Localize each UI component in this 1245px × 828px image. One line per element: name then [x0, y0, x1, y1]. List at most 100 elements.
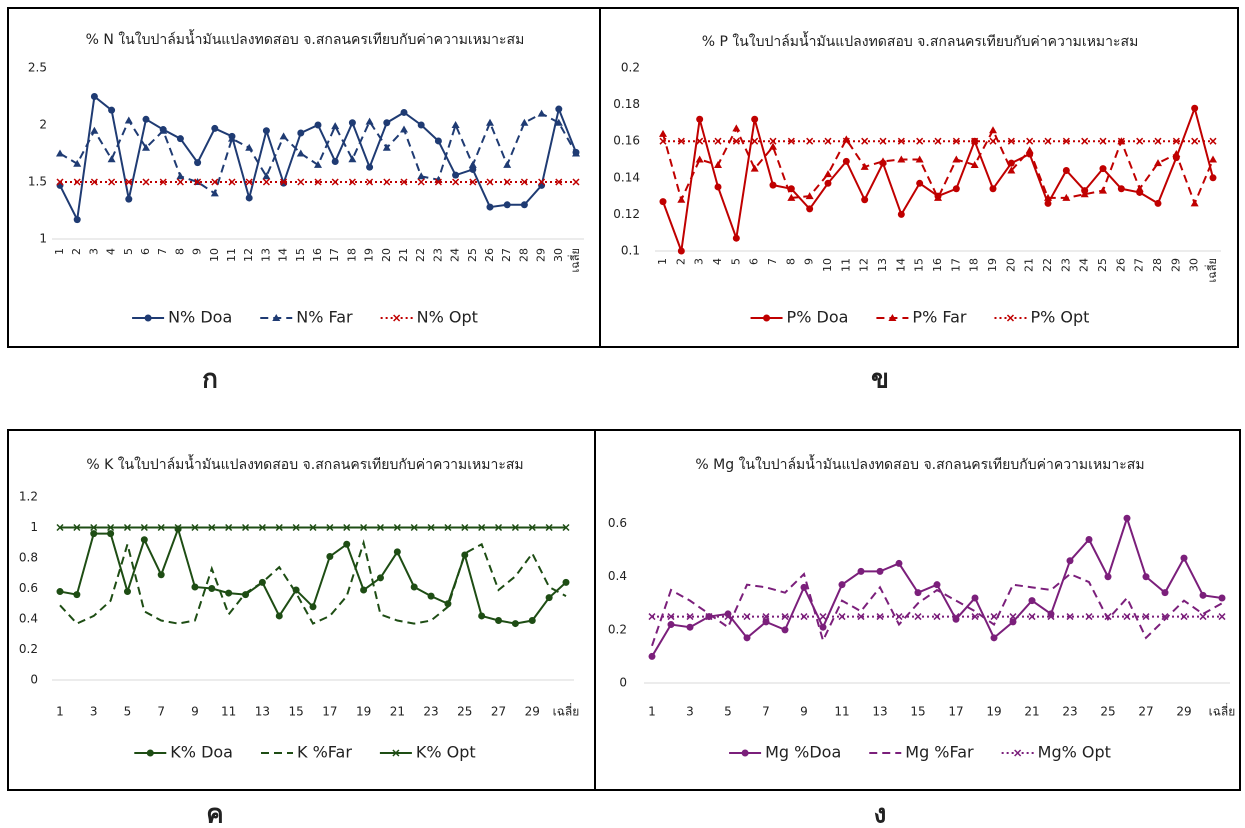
x-tick-label: 7	[156, 248, 169, 255]
chart-title: % P ในใบปาล์มน้ำมันแปลงทดสอบ จ.สกลนครเที…	[702, 31, 1139, 50]
point-marker	[326, 523, 334, 532]
point-marker	[262, 178, 270, 186]
point-marker	[123, 588, 131, 596]
point-marker	[806, 137, 814, 145]
point-marker	[210, 189, 219, 197]
point-marker	[1085, 536, 1093, 544]
panel-frame	[594, 429, 1241, 791]
point-marker	[876, 613, 884, 621]
x-tick-label: 11	[225, 248, 238, 262]
point-marker	[695, 155, 704, 163]
x-tick-label: 7	[762, 705, 770, 719]
point-marker	[724, 613, 732, 621]
legend-label: Mg% Opt	[1038, 743, 1111, 762]
point-marker	[545, 594, 553, 602]
x-tick-label: 15	[910, 705, 925, 719]
point-marker	[348, 155, 357, 163]
point-marker	[555, 178, 563, 186]
point-marker	[1191, 137, 1199, 145]
point-marker	[971, 594, 979, 602]
point-marker	[1209, 174, 1217, 182]
point-marker	[914, 589, 922, 597]
point-marker	[800, 583, 808, 591]
point-marker	[989, 137, 997, 145]
point-marker	[1028, 613, 1036, 621]
x-tick-label: 17	[328, 248, 341, 262]
series-line	[662, 126, 1214, 207]
point-marker	[176, 172, 185, 180]
x-tick-label: 30	[552, 248, 565, 262]
point-marker	[228, 134, 236, 142]
x-tick-label: 26	[483, 248, 496, 262]
y-tick-label: 0.2	[608, 622, 627, 636]
y-tick-label: 0.2	[19, 642, 38, 656]
point-marker	[732, 234, 740, 242]
point-marker	[970, 160, 979, 168]
point-marker	[280, 179, 288, 187]
x-tick-label: 9	[191, 248, 204, 255]
point-marker	[528, 523, 536, 532]
legend-label: K %Far	[297, 743, 352, 762]
point-marker	[242, 523, 250, 532]
panel-label: ง	[874, 800, 887, 828]
point-marker	[705, 613, 713, 621]
point-marker	[1026, 137, 1034, 145]
point-marker	[824, 137, 832, 145]
point-marker	[90, 530, 98, 538]
panel-frame	[7, 7, 601, 348]
point-marker	[842, 157, 850, 165]
x-tick-label: 8	[173, 248, 186, 255]
series-line	[59, 94, 577, 223]
point-marker	[486, 118, 494, 126]
point-marker	[562, 523, 570, 532]
point-marker	[787, 137, 795, 145]
point-marker	[1161, 613, 1169, 621]
point-marker	[410, 523, 418, 532]
point-marker	[452, 171, 460, 179]
chart-title: % Mg ในใบปาล์มน้ำมันแปลงทดสอบ จ.สกลนครเท…	[695, 454, 1144, 473]
point-marker	[191, 523, 199, 532]
point-marker	[176, 135, 184, 143]
x-tick-label: 1	[53, 248, 66, 255]
x-tick-label: 28	[1151, 258, 1164, 272]
x-tick-label: 4	[105, 248, 118, 255]
x-tick-label: 20	[380, 248, 393, 262]
point-marker	[331, 157, 339, 165]
point-marker	[142, 115, 150, 123]
x-tick-label: 9	[800, 705, 808, 719]
point-marker	[366, 178, 374, 186]
point-marker	[762, 613, 770, 621]
x-tick-label: 26	[1114, 258, 1127, 272]
point-marker	[1191, 104, 1199, 112]
point-marker	[751, 137, 759, 145]
point-marker	[1007, 137, 1015, 145]
legend-label: Mg %Doa	[765, 743, 841, 762]
x-tick-label: 7	[157, 705, 165, 719]
point-marker	[297, 129, 305, 137]
y-tick-label: 0.14	[613, 170, 640, 184]
x-tick-label: 28	[517, 248, 530, 262]
point-marker	[819, 613, 827, 621]
series-line	[651, 572, 1223, 647]
point-marker	[562, 578, 570, 586]
point-marker	[732, 124, 741, 132]
point-marker	[1161, 589, 1169, 597]
point-marker	[176, 178, 184, 186]
legend-marker	[144, 314, 152, 322]
legend-label: P% Doa	[787, 308, 849, 327]
point-marker	[1218, 613, 1226, 621]
point-marker	[365, 117, 374, 125]
point-marker	[211, 178, 219, 186]
point-marker	[225, 523, 233, 532]
point-marker	[228, 178, 236, 186]
x-tick-label: 11	[839, 258, 852, 272]
x-tick-label: 22	[414, 248, 427, 262]
point-marker	[1199, 591, 1207, 599]
x-tick-label: เฉลี่ย	[1204, 258, 1219, 282]
x-tick-label: 10	[208, 248, 221, 262]
point-marker	[1025, 146, 1034, 154]
point-marker	[800, 613, 808, 621]
x-tick-label: 29	[1176, 705, 1191, 719]
chart-title: % K ในใบปาล์มน้ำมันแปลงทดสอบ จ.สกลนครเที…	[86, 454, 523, 473]
point-marker	[1028, 597, 1036, 605]
